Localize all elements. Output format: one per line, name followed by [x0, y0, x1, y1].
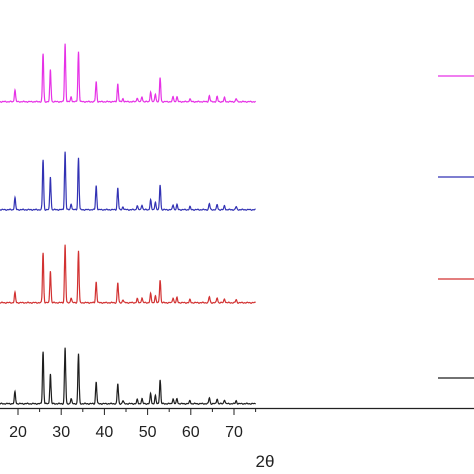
x-tick-label: 60 [182, 424, 200, 441]
series-line-4 [0, 347, 257, 405]
x-tick-label: 70 [225, 424, 243, 441]
x-tick-label: 50 [139, 424, 157, 441]
x-tick-label: 30 [52, 424, 70, 441]
x-axis-title: 2θ [256, 452, 275, 471]
x-tick-label: 40 [96, 424, 114, 441]
legend [438, 75, 474, 379]
series-line-3 [0, 244, 257, 304]
series-line-1 [0, 43, 257, 103]
series-traces [0, 43, 257, 405]
x-tick-label: 20 [9, 424, 27, 441]
x-axis-ticks: 20 30 40 50 60 70 [9, 408, 257, 441]
series-line-2 [0, 151, 256, 211]
